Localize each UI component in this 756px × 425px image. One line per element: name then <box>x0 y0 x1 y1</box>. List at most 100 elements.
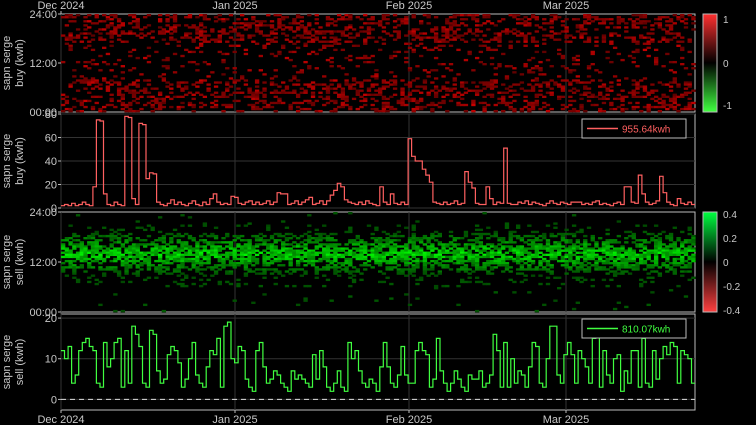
heat-cell <box>113 26 118 29</box>
heat-cell <box>467 89 472 92</box>
heat-cell <box>433 28 439 31</box>
heat-cell <box>355 237 360 240</box>
heat-cell <box>333 239 338 242</box>
heat-cell <box>407 262 413 265</box>
heat-cell <box>217 38 222 41</box>
heat-cell <box>157 216 163 219</box>
heat-cell <box>530 105 536 109</box>
heat-cell <box>165 266 170 269</box>
heat-cell <box>407 272 413 275</box>
heat-cell <box>452 38 457 41</box>
heat-cell <box>131 32 137 35</box>
heat-cell <box>661 83 666 86</box>
heat-cell <box>240 34 245 37</box>
heat-cell <box>247 259 252 263</box>
heat-cell <box>217 255 222 259</box>
heat-cell <box>504 245 510 248</box>
heat-cell <box>370 243 375 246</box>
heat-cell <box>161 77 167 80</box>
heat-cell <box>273 239 278 242</box>
heat-cell <box>370 103 375 107</box>
heat-cell <box>165 20 170 23</box>
heat-cell <box>288 259 293 263</box>
heat-cell <box>612 75 618 78</box>
xtick-label-3-2: Feb 2025 <box>386 414 432 425</box>
heat-cell <box>225 95 230 99</box>
heat-cell <box>165 253 170 257</box>
heat-cell <box>143 239 148 242</box>
heat-cell <box>653 259 659 263</box>
heat-cell <box>530 268 536 271</box>
heat-cell <box>683 93 689 96</box>
heat-cell <box>430 103 435 107</box>
heat-cell <box>493 36 498 39</box>
heat-cell <box>560 103 566 107</box>
heat-cell <box>370 85 375 88</box>
heat-cell <box>478 44 484 47</box>
heat-cell <box>519 257 525 261</box>
heat-cell <box>433 91 439 94</box>
heat-cell <box>232 50 237 54</box>
heat-cell <box>426 48 431 52</box>
heat-cell <box>553 38 558 41</box>
heat-cell <box>150 30 155 33</box>
heat-cell <box>87 40 92 43</box>
heat-cell <box>348 14 353 17</box>
heat-cell <box>198 268 204 271</box>
heat-cell <box>124 40 129 43</box>
heat-cell <box>497 264 502 267</box>
heat-cell <box>609 85 614 88</box>
heat-cell <box>258 20 263 23</box>
heat-cell <box>217 30 222 33</box>
heat-cell <box>515 255 521 259</box>
heat-cell <box>288 50 293 54</box>
heat-cell <box>128 253 133 257</box>
heat-cell <box>191 93 196 96</box>
heat-cell <box>202 222 208 225</box>
heat-cell <box>351 83 357 86</box>
heat-cell <box>448 38 454 41</box>
heat-cell <box>269 38 275 41</box>
heat-cell <box>157 103 163 107</box>
heat-cell <box>195 26 200 29</box>
heat-cell <box>545 268 551 271</box>
heat-cell <box>534 18 539 21</box>
heat-cell <box>489 234 495 238</box>
heat-cell <box>161 234 167 238</box>
heat-cell <box>624 77 629 80</box>
heat-cell <box>519 32 525 35</box>
heat-cell <box>191 276 196 279</box>
heat-cell <box>72 272 77 275</box>
heat-cell <box>72 81 77 84</box>
heat-cell <box>482 109 487 113</box>
heat-cell <box>195 69 200 72</box>
heat-cell <box>340 32 346 35</box>
heat-cell <box>180 264 185 267</box>
heat-cell <box>281 18 286 21</box>
heat-cell <box>508 249 513 252</box>
heat-cell <box>344 257 349 261</box>
heat-cell <box>228 264 234 267</box>
heat-cell <box>594 266 599 269</box>
heat-cell <box>284 270 290 273</box>
heat-cell <box>322 30 327 33</box>
heat-cell <box>620 89 625 92</box>
heat-cell <box>542 101 547 105</box>
heat-cell <box>225 234 230 238</box>
heat-cell <box>64 38 70 41</box>
heat-cell <box>72 20 77 23</box>
heat-cell <box>269 105 275 109</box>
heat-cell <box>195 253 200 257</box>
heat-cell <box>646 249 651 252</box>
heat-cell <box>176 255 181 259</box>
heat-cell <box>348 253 353 257</box>
heat-cell <box>564 253 569 257</box>
heat-cell <box>329 56 334 60</box>
heat-cell <box>497 101 502 105</box>
heat-cell <box>668 234 674 238</box>
heat-cell <box>515 234 521 238</box>
heat-cell <box>217 280 222 284</box>
heat-cell <box>79 241 84 244</box>
heat-cell <box>542 237 547 240</box>
heat-cell <box>79 266 84 269</box>
